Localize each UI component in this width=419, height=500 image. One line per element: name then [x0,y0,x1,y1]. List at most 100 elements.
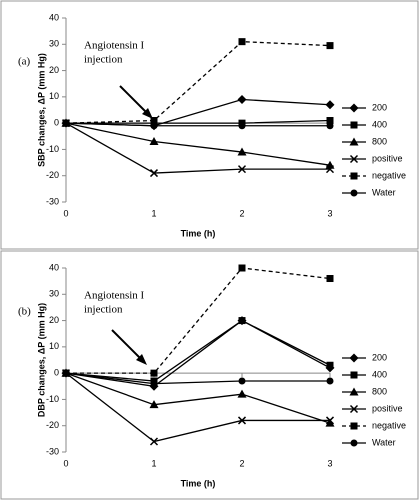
legend-label: 800 [372,386,387,396]
legend-marker [350,189,358,197]
marker [237,147,247,156]
legend-marker [349,387,359,396]
y-tick-label: -30 [46,196,59,206]
legend-marker [349,103,359,113]
marker [326,42,334,50]
panel-label: (b) [18,306,31,318]
panel-border [0,250,419,500]
legend-label: 400 [372,369,387,379]
legend-label: Water [372,187,396,197]
arrow-head [142,108,153,119]
y-tick-label: -20 [46,420,59,430]
legend-label: 400 [372,119,387,129]
marker [149,169,159,178]
series-line [65,40,331,124]
marker [238,38,246,46]
marker [326,117,334,125]
marker [325,416,335,425]
annotation: Angiotensin I [84,290,145,302]
annotation: injection [84,54,123,66]
series-line [65,319,331,382]
marker [237,416,247,425]
y-tick-label: 0 [54,368,59,378]
y-tick-label: 10 [49,341,59,351]
legend-label: Water [372,437,396,447]
marker [326,122,334,130]
y-tick-label: 20 [49,65,59,75]
legend-label: positive [372,403,403,413]
annotation: Angiotensin I [84,40,145,52]
legend-label: negative [372,420,406,430]
marker [149,437,159,446]
legend-marker [349,353,359,363]
series-line [65,122,331,166]
series-line [65,372,331,424]
series-line [65,122,330,174]
x-tick-label: 0 [63,208,68,218]
x-axis-title: Time (h) [181,228,216,238]
x-tick-label: 3 [327,458,332,468]
panel-label: (a) [18,56,31,68]
x-tick-label: 1 [151,458,156,468]
legend-marker [350,172,358,180]
legend-marker [349,154,359,164]
y-tick-label: 20 [49,315,59,325]
y-tick-label: 30 [49,289,59,299]
series-line [65,122,330,127]
marker [150,380,158,388]
marker [62,369,70,377]
y-tick-label: 40 [49,12,59,22]
marker [150,117,158,125]
annotation: injection [84,304,123,316]
marker [238,317,246,325]
marker [150,369,158,377]
legend-label: 200 [372,102,387,112]
marker [238,122,246,130]
marker [237,94,247,104]
marker [326,377,334,385]
arrow [111,329,145,363]
series-line [65,372,330,385]
x-tick-label: 2 [239,208,244,218]
x-tick-label: 3 [327,208,332,218]
legend-marker [349,137,359,146]
marker [325,100,335,110]
series-line [65,372,330,443]
marker [150,122,158,130]
marker [325,418,335,427]
legend-marker [350,439,358,447]
marker [237,389,247,398]
y-axis-title: SBP changes, ΔP (mm Hg) [36,53,46,167]
legend-label: positive [372,153,403,163]
legend-marker [350,422,358,430]
marker [325,165,335,174]
legend-label: 800 [372,136,387,146]
marker [238,377,246,385]
x-tick-label: 0 [63,458,68,468]
marker [237,165,247,174]
marker [149,400,159,409]
marker [326,275,334,283]
legend-label: negative [372,170,406,180]
marker [62,119,70,127]
legend-marker [350,121,358,129]
series-line [66,267,331,374]
legend-label: 200 [372,352,387,362]
arrow-head [136,354,147,365]
y-tick-label: -10 [46,394,59,404]
marker [149,137,159,146]
x-tick-label: 2 [239,458,244,468]
y-tick-label: 0 [54,118,59,128]
series-line [65,319,331,387]
legend-marker [350,371,358,379]
y-tick-label: -20 [46,170,59,180]
y-tick-label: 10 [49,91,59,101]
panel-border [0,0,419,250]
legend-marker [349,404,359,414]
y-tick-label: -10 [46,144,59,154]
marker [238,264,246,272]
y-axis-title: DBP changes, ΔP (mm Hg) [36,303,46,417]
